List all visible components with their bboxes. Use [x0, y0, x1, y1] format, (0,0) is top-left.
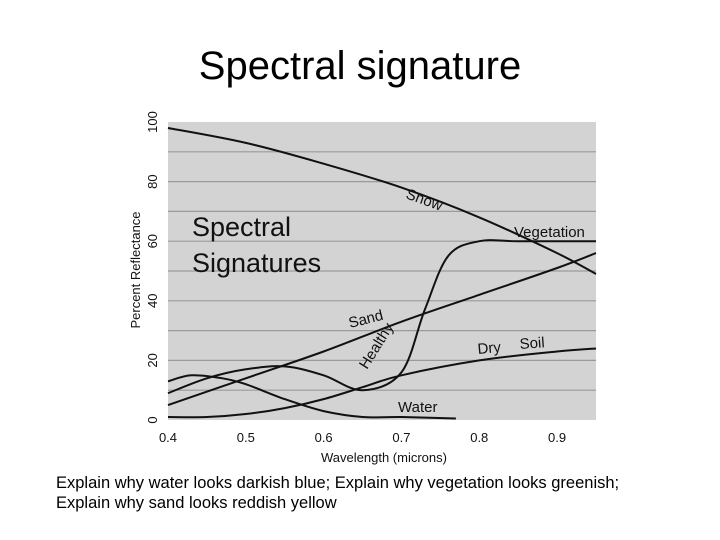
series-lines [167, 127, 597, 420]
series-label-dry-soil: Dry [477, 339, 502, 358]
x-tick-label: 0.4 [159, 430, 177, 445]
series-line-healthy-vegetation [167, 239, 596, 395]
chart-title-line-2: Signatures [192, 248, 321, 278]
x-tick-label: 0.5 [237, 430, 255, 445]
series-label-dry-soil: Soil [519, 334, 545, 353]
y-tick-label: 80 [145, 174, 160, 188]
x-axis-label: Wavelength (microns) [321, 450, 447, 465]
series-line-snow [167, 127, 597, 275]
series-line-sand [167, 252, 597, 407]
series-label-water: Water [398, 399, 437, 416]
y-tick-label: 40 [145, 294, 160, 308]
y-tick-label: 100 [145, 111, 160, 133]
series-label-healthy-vegetation: Vegetation [514, 224, 585, 241]
y-axis-label: Percent Reflectance [128, 211, 143, 328]
series-line-water [167, 374, 456, 420]
y-tick-label: 20 [145, 353, 160, 367]
x-tick-label: 0.7 [392, 430, 410, 445]
slide-caption: Explain why water looks darkish blue; Ex… [56, 474, 620, 512]
slide-title: Spectral signature [198, 44, 522, 88]
axis-ticks: 0.4 0.5 0.6 0.7 0.8 0.9 0 20 40 60 80 100 [145, 111, 566, 445]
x-tick-label: 0.6 [315, 430, 333, 445]
y-tick-label: 60 [145, 234, 160, 248]
x-tick-label: 0.8 [470, 430, 488, 445]
x-tick-label: 0.9 [548, 430, 566, 445]
series-line-dry-soil [167, 347, 597, 419]
chart-title-line-1: Spectral [192, 212, 291, 242]
y-tick-label: 0 [145, 416, 160, 423]
